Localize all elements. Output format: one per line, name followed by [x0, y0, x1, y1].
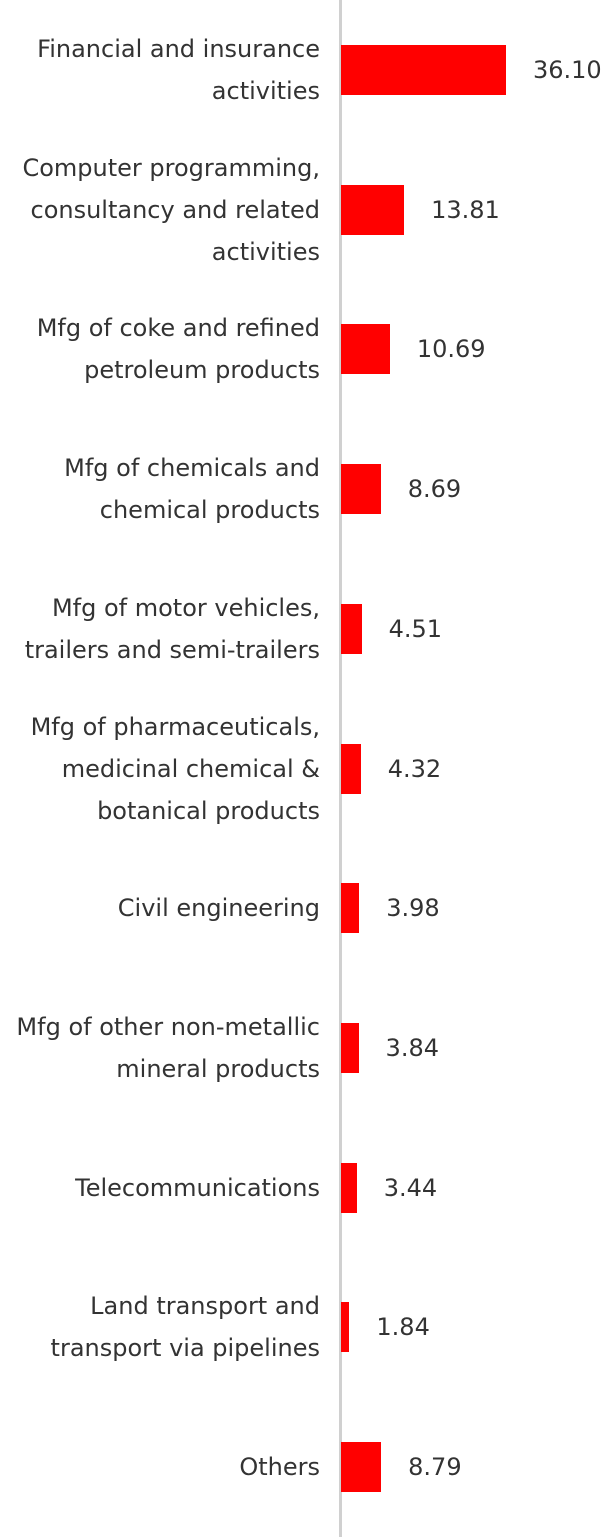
bar — [341, 1302, 350, 1353]
category-label: Land transport and transport via pipelin… — [50, 1292, 320, 1363]
category-label: Telecommunications — [75, 1173, 320, 1202]
category-label: Others — [239, 1453, 320, 1481]
bar — [341, 464, 381, 515]
category-label: Mfg of other non-metallic mineral produc… — [16, 1012, 320, 1083]
category-label: Financial and insurance activities — [37, 35, 320, 105]
value-label: 1.84 — [376, 1313, 430, 1342]
value-label: 3.44 — [383, 1173, 438, 1202]
category-label: Mfg of coke and refined petroleum produc… — [36, 314, 320, 385]
category-label: Computer programming, consultancy and re… — [22, 153, 320, 266]
category-label: Mfg of motor vehicles, trailers and semi… — [24, 593, 320, 664]
value-label: 13.81 — [431, 195, 500, 224]
value-label: 8.79 — [408, 1453, 462, 1481]
value-label: 10.69 — [416, 335, 486, 364]
value-label: 3.98 — [386, 894, 440, 923]
bar — [341, 603, 362, 654]
axis-line — [339, 0, 342, 1537]
bar — [341, 1022, 359, 1073]
value-label: 8.69 — [407, 475, 462, 504]
value-label: 4.32 — [387, 754, 442, 783]
bar — [341, 1162, 357, 1213]
category-label: Mfg of pharmaceuticals, medicinal chemic… — [30, 712, 320, 825]
value-label: 4.51 — [388, 614, 443, 643]
value-label: 36.10 — [532, 56, 602, 84]
bar — [341, 883, 360, 934]
category-label: Mfg of chemicals and chemical products — [64, 454, 320, 525]
bar — [341, 743, 361, 794]
value-label: 3.84 — [385, 1033, 439, 1062]
bar — [341, 45, 506, 95]
bar — [341, 324, 390, 375]
category-label: Civil engineering — [117, 894, 320, 923]
bar — [341, 184, 405, 235]
bar — [341, 1442, 382, 1492]
